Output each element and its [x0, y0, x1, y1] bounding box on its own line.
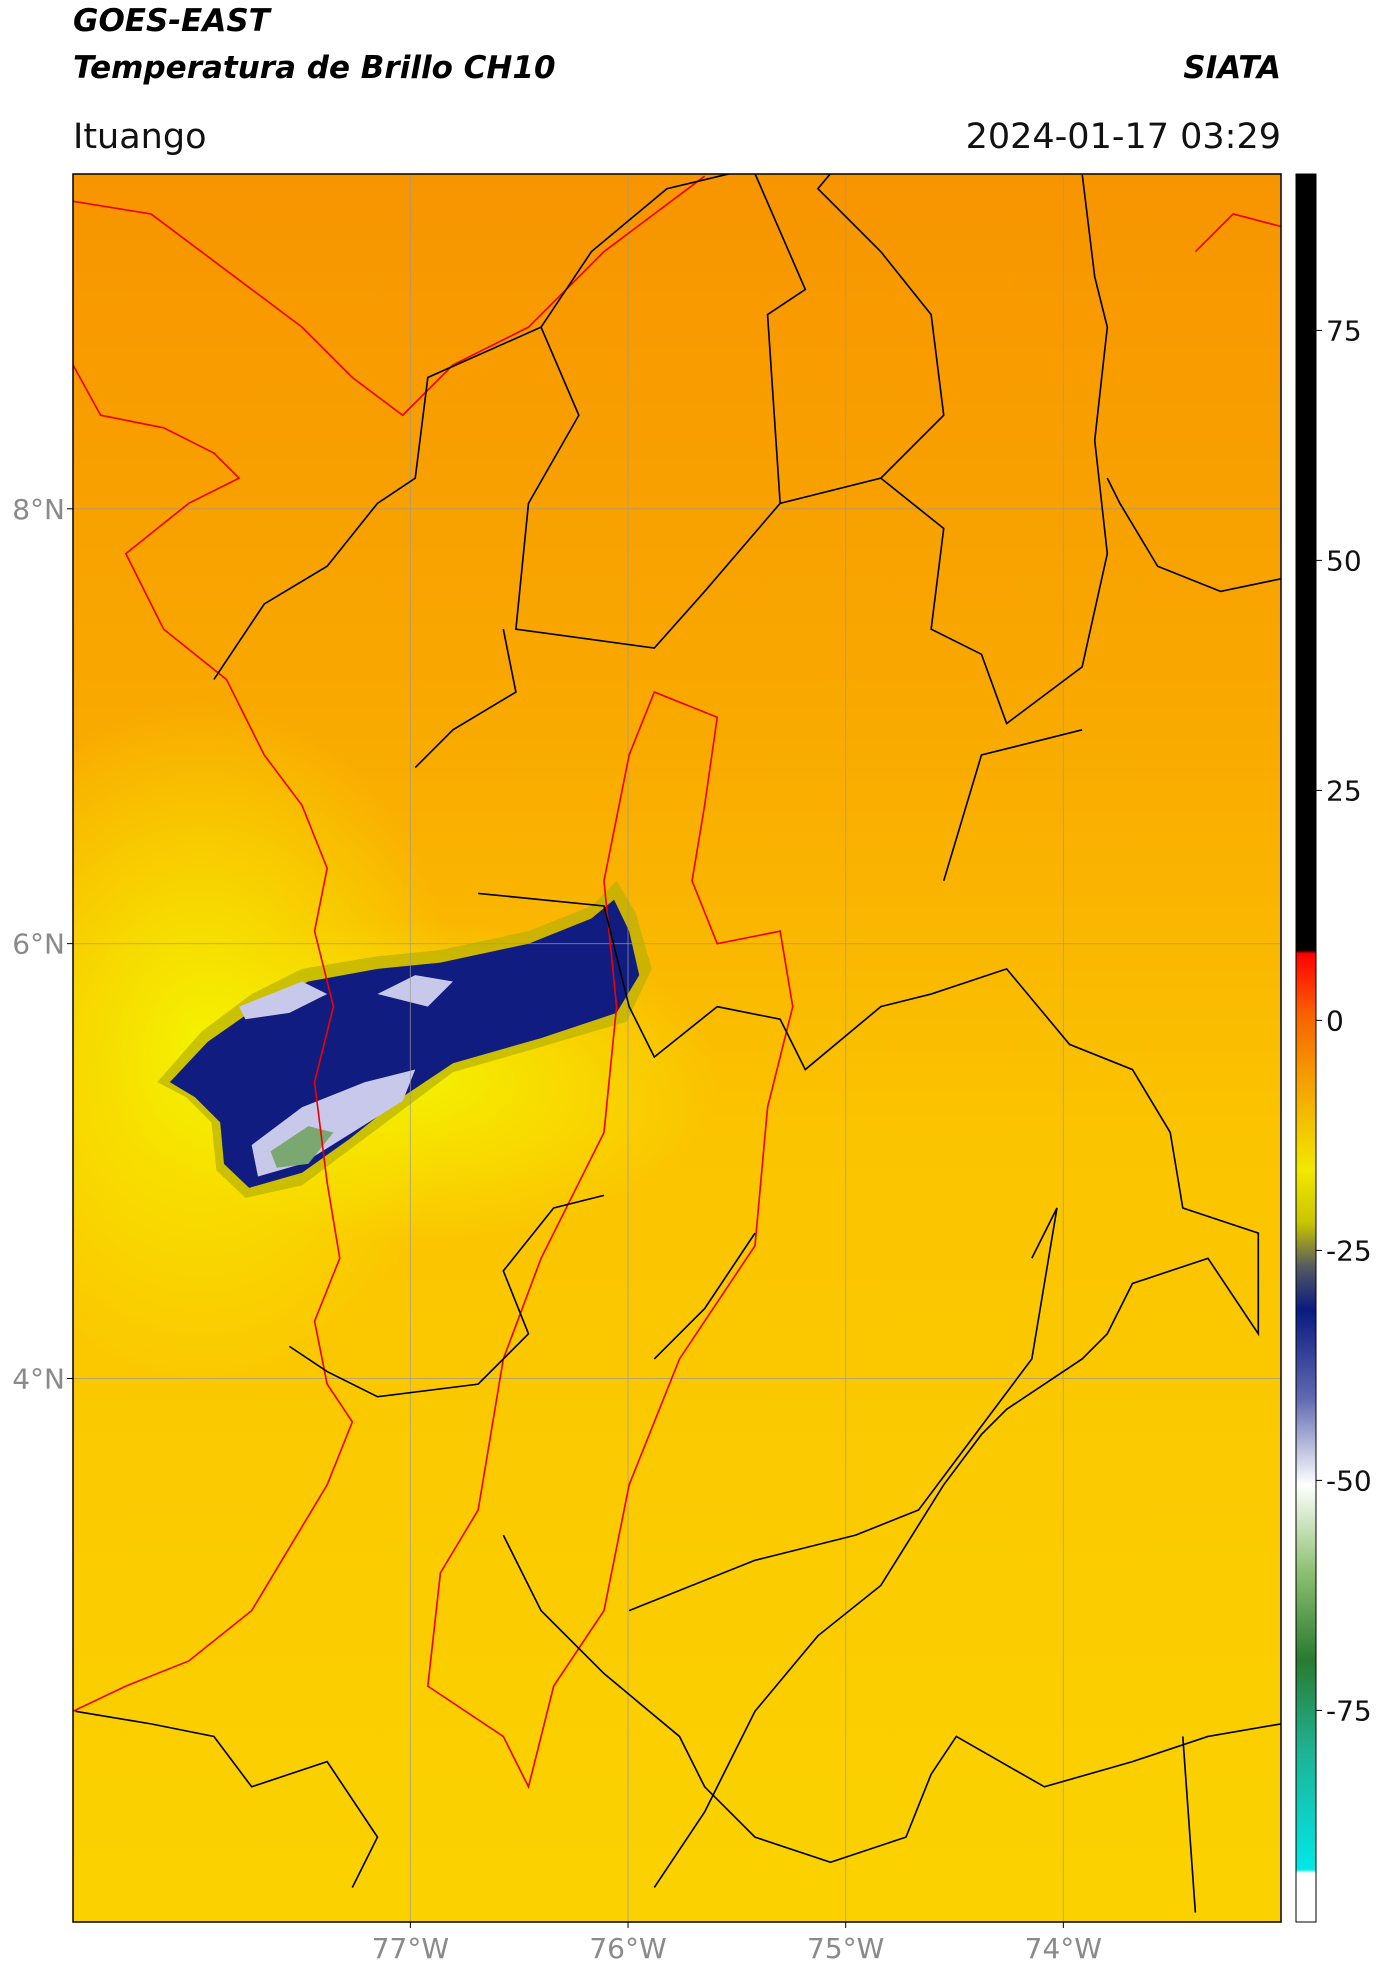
title: GOES-EAST — [73, 3, 273, 39]
subtitle: Temperatura de Brillo CH10 — [73, 50, 556, 86]
location: Ituango — [73, 117, 207, 157]
colorbar-tick-label: -75 — [1326, 1694, 1372, 1727]
x-tick-label: 75°W — [807, 1932, 884, 1965]
x-tick-label: 74°W — [1025, 1932, 1102, 1965]
colorbar-tick-label: 75 — [1326, 314, 1362, 347]
map — [73, 174, 1281, 1922]
y-tick-label: 4°N — [12, 1362, 65, 1395]
cloud — [157, 880, 652, 1198]
y-tick-label: 8°N — [12, 493, 65, 526]
colorbar — [1295, 173, 1317, 1923]
colorbar-tick-label: -50 — [1326, 1464, 1372, 1497]
colorbar-tick-label: 50 — [1326, 544, 1362, 577]
y-tick-label: 6°N — [12, 928, 65, 961]
x-tick-label: 76°W — [589, 1932, 666, 1965]
colorbar-tick-label: 0 — [1326, 1004, 1344, 1037]
x-tick-label: 77°W — [372, 1932, 449, 1965]
borders — [73, 174, 1281, 1913]
datetime: 2024-01-17 03:29 — [966, 117, 1281, 157]
colorbar-tick-label: -25 — [1326, 1234, 1372, 1267]
colorbar-tick-label: 25 — [1326, 774, 1362, 807]
map-frame — [72, 173, 1282, 1923]
credit: SIATA — [1183, 50, 1281, 86]
